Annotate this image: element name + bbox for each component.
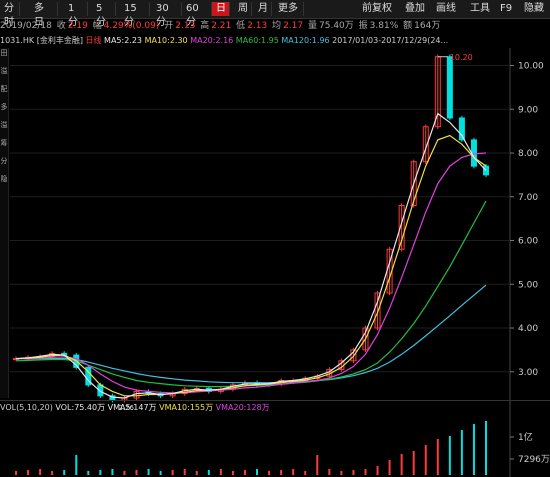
left-strip-item[interactable]: 溢 bbox=[0, 121, 8, 129]
left-strip-item[interactable]: 溢 bbox=[0, 67, 8, 75]
vma10-label: VMA10:155万 bbox=[159, 403, 214, 412]
vol-y-tick-label: 7296万 bbox=[518, 455, 550, 465]
change-value: 4.29%(0.09) bbox=[103, 21, 160, 31]
y-tick-label: 5.00 bbox=[518, 280, 538, 290]
change-label: 幅 bbox=[92, 21, 102, 31]
candle-body bbox=[422, 126, 429, 163]
y-tick-label: 7.00 bbox=[518, 193, 538, 203]
candle-body bbox=[458, 117, 465, 141]
y-tick-label: 6.00 bbox=[518, 237, 538, 247]
left-strip-item[interactable]: 分 bbox=[0, 157, 8, 165]
tab-daily[interactable]: 日 bbox=[212, 2, 230, 16]
tab-1min[interactable]: 1分 bbox=[64, 2, 88, 28]
ma5-line bbox=[15, 112, 487, 399]
period-label: 日线 bbox=[85, 36, 102, 45]
quote-info-bar: 2019/02/18 收 2.19 幅 4.29%(0.09) 开 2.13 高 2.2… bbox=[0, 19, 550, 33]
stock-code: 1031.HK [金利丰金融] bbox=[0, 36, 83, 45]
overlay-button[interactable]: 叠加 bbox=[405, 3, 425, 14]
ma-legend: 1031.HK [金利丰金融] 日线 MA5:2.23 MA10:2.30 MA… bbox=[0, 34, 550, 48]
left-strip-item[interactable]: 配 bbox=[0, 85, 8, 93]
volume-value: 75.40万 bbox=[319, 21, 354, 31]
f9-button[interactable]: F9 bbox=[500, 3, 513, 14]
ma10-label: MA10:2.30 bbox=[144, 36, 188, 45]
ma5-label: MA5:2.23 bbox=[104, 36, 143, 45]
ma10-line bbox=[15, 134, 487, 397]
high-label: 高 bbox=[200, 21, 210, 31]
left-strip-item[interactable]: 田 bbox=[0, 49, 8, 57]
candle-body bbox=[446, 56, 453, 119]
left-strip-item[interactable]: 筹 bbox=[0, 139, 8, 147]
vol-value: VOL:75.40万 bbox=[55, 403, 106, 412]
candle-body bbox=[410, 161, 417, 206]
left-toolstrip: 田 溢 配 多 溢 筹 分 隐 bbox=[0, 48, 9, 398]
y-tick-label: 9.00 bbox=[518, 105, 538, 115]
ma120-label: MA120:1.96 bbox=[281, 36, 330, 45]
tab-5min[interactable]: 5分 bbox=[92, 2, 116, 28]
draw-button[interactable]: 画线 bbox=[436, 3, 456, 14]
tab-60min[interactable]: 60分 bbox=[182, 2, 212, 28]
y-tick-label: 8.00 bbox=[518, 149, 538, 159]
ma60-label: MA60:1.95 bbox=[235, 36, 279, 45]
left-strip-item[interactable]: 隐 bbox=[0, 175, 8, 183]
vma20-label: VMA20:128万 bbox=[215, 403, 270, 412]
avg-value: 2.17 bbox=[283, 21, 304, 31]
amount-label: 额 bbox=[403, 21, 413, 31]
tab-intraday[interactable]: 分时 bbox=[0, 2, 20, 28]
high-value: 2.21 bbox=[211, 21, 232, 31]
ma60-line bbox=[15, 200, 487, 388]
peak-price-label: 10.20 bbox=[450, 53, 473, 62]
open-label: 开 bbox=[164, 21, 174, 31]
tab-monthly[interactable]: 月 bbox=[254, 2, 272, 16]
vma5-label: VMA5:147万 bbox=[107, 403, 157, 412]
hide-button[interactable]: 隐藏 bbox=[524, 3, 544, 14]
tab-more[interactable]: 更多 bbox=[274, 2, 304, 16]
tab-30min[interactable]: 30分 bbox=[152, 2, 182, 28]
amplitude-label: 振 bbox=[358, 21, 368, 31]
tab-multi-day[interactable]: 多日 bbox=[30, 2, 58, 28]
candle-body bbox=[374, 292, 381, 329]
tab-weekly[interactable]: 周 bbox=[234, 2, 252, 16]
volume-label: 量 bbox=[307, 21, 317, 31]
low-label: 低 bbox=[236, 21, 246, 31]
candle-body bbox=[470, 139, 477, 167]
open-value: 2.13 bbox=[175, 21, 196, 31]
ma120-line bbox=[16, 284, 487, 384]
candle-body bbox=[350, 349, 357, 362]
close-value: 2.19 bbox=[67, 21, 88, 31]
amplitude-value: 3.81% bbox=[369, 21, 399, 31]
vol-y-tick-label: 1亿 bbox=[518, 431, 533, 443]
candle-body bbox=[362, 327, 369, 351]
volume-legend: VOL(5,10,20) VOL:75.40万 VMA5:147万 VMA10:… bbox=[0, 400, 550, 415]
candle-body bbox=[398, 205, 405, 250]
amount-value: 164万 bbox=[414, 21, 441, 31]
period-toolbar: 分时 多日 1分 5分 15分 30分 60分 日 周 月 更多 前复权 叠加 … bbox=[0, 0, 550, 28]
tab-15min[interactable]: 15分 bbox=[120, 2, 150, 28]
tools-button[interactable]: 工具 bbox=[470, 3, 490, 14]
candle-body bbox=[85, 366, 92, 386]
ma20-line bbox=[16, 152, 487, 394]
y-tick-label: 10.00 bbox=[518, 62, 544, 72]
left-strip-item[interactable]: 多 bbox=[0, 103, 8, 111]
low-price-label: 2.26 bbox=[118, 404, 134, 412]
adjust-button[interactable]: 前复权 bbox=[362, 3, 392, 14]
date-range: 2017/01/03-2017/12/29(24... bbox=[332, 36, 449, 45]
vol-indicator-label: VOL(5,10,20) bbox=[0, 403, 53, 412]
ma20-label: MA20:2.16 bbox=[190, 36, 234, 45]
y-tick-label: 3.00 bbox=[518, 368, 538, 378]
y-tick-label: 4.00 bbox=[518, 324, 538, 334]
close-label: 收 bbox=[56, 21, 66, 31]
low-value: 2.13 bbox=[247, 21, 268, 31]
avg-label: 均 bbox=[272, 21, 282, 31]
quote-date: 2019/02/18 bbox=[0, 21, 52, 31]
